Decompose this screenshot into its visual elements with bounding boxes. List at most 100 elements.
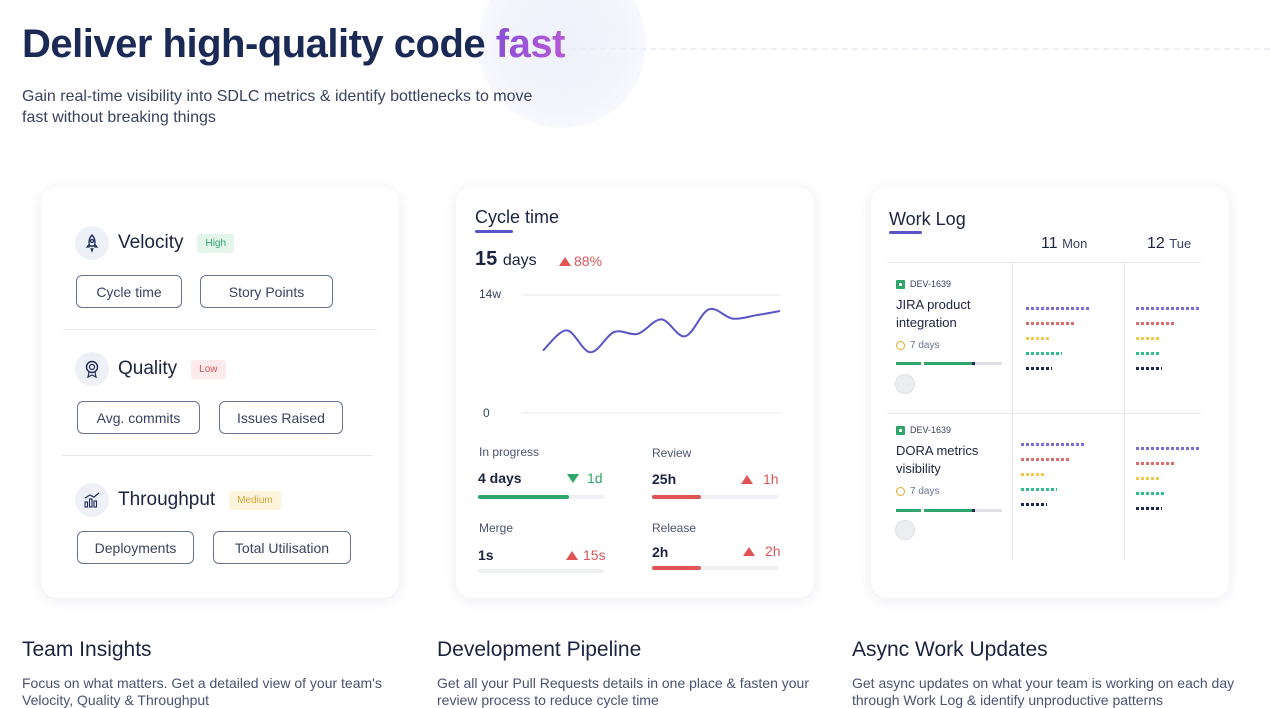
progress-gap [921, 362, 924, 365]
feature-title: Async Work Updates [852, 638, 1048, 661]
progress-segment [972, 509, 975, 512]
progress-segment [896, 509, 921, 512]
card-title: Work Log [889, 209, 966, 229]
arrow-down-icon [567, 473, 579, 483]
metric-pill[interactable]: Issues Raised [219, 401, 343, 434]
arrow-up-icon [566, 550, 578, 560]
change-value: 88% [574, 253, 603, 269]
stage-delta: 2h [743, 543, 781, 559]
hero-subtitle: Gain real-time visibility into SDLC metr… [22, 88, 533, 126]
activity-line [1021, 443, 1085, 446]
activity-line [1136, 492, 1166, 495]
metric-pill[interactable]: Story Points [200, 275, 333, 308]
status-badge: High [197, 233, 235, 253]
activity-line [1026, 367, 1052, 370]
activity-line [1136, 307, 1200, 310]
ticket-name[interactable]: DORA metrics visibility [896, 443, 979, 476]
stage-progress-fill [652, 495, 702, 499]
title-underline [889, 231, 922, 234]
title-underline [475, 230, 513, 233]
progress-segment [975, 362, 1002, 365]
activity-line [1021, 473, 1045, 476]
rocket-icon [75, 226, 109, 260]
activity-line [1026, 337, 1050, 340]
grid-line [887, 262, 1201, 263]
clock-ring-icon [896, 487, 905, 496]
stage-label: Release [652, 521, 697, 535]
ticket-duration: 7 days [896, 486, 939, 497]
stage-label: Review [652, 446, 692, 460]
stage-delta: 15s [566, 547, 606, 563]
activity-line [1136, 447, 1200, 450]
day-header: 12 Tue [1147, 235, 1191, 253]
day-name: Tue [1169, 236, 1192, 251]
day-number: 11 [1041, 235, 1058, 252]
metric-throughput: Throughput Medium [75, 483, 281, 517]
delta-value: 2h [765, 543, 781, 559]
metric-quality: Quality Low [75, 352, 226, 386]
clock-ring-icon [896, 341, 905, 350]
stage-progress [652, 566, 778, 570]
activity-dots-mon [1026, 307, 1090, 382]
feature-description: Focus on what matters. Get a detailed vi… [22, 675, 382, 708]
duration-text: 7 days [910, 486, 940, 497]
cycle-time-line-chart [521, 294, 781, 414]
metric-pill[interactable]: Deployments [77, 531, 194, 564]
hero-title: Deliver high-quality code fast [22, 22, 565, 67]
ticket-progress [896, 509, 1002, 512]
ticket-name[interactable]: JIRA product integration [896, 297, 971, 330]
metric-pill[interactable]: Cycle time [76, 275, 182, 308]
divider [63, 329, 377, 330]
progress-segment [896, 362, 921, 365]
activity-dots-tue [1136, 447, 1200, 522]
stage-value: 1s [478, 547, 494, 563]
story-icon [896, 279, 905, 289]
stage-value: 25h [652, 471, 677, 487]
day-header: 11 Mon [1041, 235, 1087, 253]
stage-value: 2h [652, 544, 669, 560]
y-tick-label: 0 [483, 406, 490, 420]
hero-title-accent: fast [495, 22, 566, 66]
stage-label: In progress [479, 445, 540, 459]
avatar[interactable] [895, 520, 915, 540]
arrow-up-icon [559, 256, 571, 266]
activity-dots-tue [1136, 307, 1200, 382]
activity-line [1136, 462, 1176, 465]
card-title: Cycle time [475, 207, 560, 227]
ticket-id-text: DEV-1639 [910, 279, 952, 289]
metric-pill[interactable]: Total Utilisation [213, 531, 351, 564]
stage-progress [652, 495, 778, 499]
hero-title-main: Deliver high-quality code [22, 22, 496, 66]
metric-pill[interactable]: Avg. commits [77, 401, 200, 434]
avatar[interactable] [895, 374, 915, 394]
activity-line [1136, 322, 1176, 325]
metric-name: Quality [118, 358, 178, 379]
activity-line [1026, 322, 1076, 325]
stage-value: 4 days [478, 470, 522, 486]
ticket-id: DEV-1639 [896, 279, 951, 289]
activity-line [1136, 352, 1160, 355]
progress-segment [924, 362, 972, 365]
progress-segment [972, 362, 975, 365]
stage-delta: 1d [567, 470, 603, 486]
activity-line [1026, 307, 1090, 310]
activity-line [1136, 477, 1160, 480]
ticket-progress [896, 362, 1002, 365]
progress-segment [975, 509, 1002, 512]
decorative-dashed-line [560, 48, 1270, 50]
metric-name: Velocity [118, 232, 184, 253]
activity-line [1136, 507, 1162, 510]
cycle-time-number: 15 [475, 248, 498, 270]
activity-dots-mon [1021, 443, 1085, 518]
series-line [542, 307, 781, 354]
activity-line [1021, 503, 1047, 506]
award-icon [75, 352, 109, 386]
feature-title: Development Pipeline [437, 638, 642, 661]
team-insights-card: Velocity High Cycle time Story Points Qu… [41, 187, 399, 598]
stage-delta: 1h [741, 471, 779, 487]
delta-value: 1d [587, 470, 603, 486]
bar-chart-icon [75, 483, 109, 517]
cycle-time-card: Cycle time 15 days 88% 14w 0 In progress… [456, 187, 814, 598]
arrow-up-icon [743, 546, 755, 556]
cycle-time-unit: days [502, 252, 537, 269]
